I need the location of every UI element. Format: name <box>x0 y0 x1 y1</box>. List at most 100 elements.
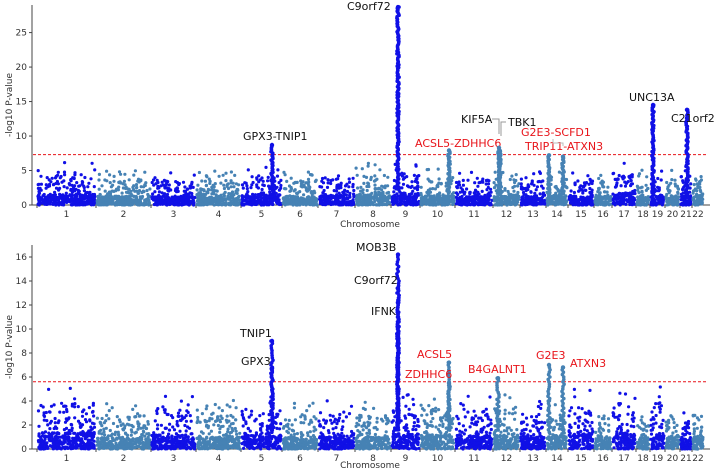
snp-point <box>46 196 50 201</box>
snp-point <box>62 199 67 203</box>
snp-point <box>298 197 302 201</box>
snp-point <box>80 414 85 418</box>
snp-point <box>53 421 57 425</box>
snp-point <box>201 188 205 192</box>
snp-point <box>530 179 534 183</box>
snp-point <box>399 191 403 195</box>
snp-point <box>228 203 232 207</box>
snp-point <box>123 183 127 187</box>
snp-point <box>667 189 672 193</box>
snp-point <box>296 191 300 195</box>
snp-point <box>201 198 205 202</box>
snp-point <box>62 170 67 174</box>
snp-point <box>83 437 87 441</box>
snp-point <box>122 203 126 207</box>
snp-point <box>325 185 330 189</box>
snp-point <box>197 170 201 175</box>
snp-point <box>184 201 189 205</box>
snp-point <box>637 191 641 195</box>
snp-point <box>484 182 488 186</box>
snp-point <box>600 197 604 201</box>
snp-point <box>47 387 51 391</box>
snp-point <box>439 181 443 186</box>
snp-point <box>314 178 318 182</box>
snp-point <box>323 176 327 180</box>
x-tick-label: 15 <box>575 210 586 220</box>
snp-point <box>432 203 436 207</box>
snp-point <box>687 195 691 199</box>
snp-point <box>552 195 556 199</box>
snp-point <box>193 195 197 200</box>
snp-point <box>86 185 90 189</box>
snp-point <box>660 197 664 201</box>
x-tick-label: 4 <box>216 210 222 220</box>
tbk1-connector <box>500 121 506 136</box>
gene-label: C9orf72 <box>347 0 391 13</box>
snp-point <box>82 189 86 193</box>
y-tick-label: 8 <box>21 349 27 359</box>
snp-point <box>359 189 364 193</box>
snp-point <box>542 200 547 204</box>
snp-point <box>541 186 545 190</box>
snp-point <box>68 386 72 390</box>
snp-point <box>62 195 66 199</box>
snp-point <box>90 161 94 165</box>
snp-point <box>373 163 377 167</box>
snp-point <box>676 190 680 194</box>
snp-point <box>617 191 621 195</box>
snp-point <box>89 177 93 181</box>
snp-point <box>56 170 60 174</box>
snp-point <box>601 185 605 189</box>
gene-label: ACSL5-ZDHHC6 <box>415 137 501 150</box>
snp-point <box>467 197 471 201</box>
snp-point <box>197 191 201 195</box>
snp-point <box>623 184 628 188</box>
snp-point <box>299 182 303 186</box>
snp-point <box>128 199 132 203</box>
snp-point <box>693 188 697 192</box>
snp-point <box>589 197 593 201</box>
snp-point <box>694 195 698 199</box>
snp-point <box>221 173 225 177</box>
snp-point <box>48 201 52 205</box>
snp-point <box>337 200 341 204</box>
snp-point <box>414 163 418 167</box>
snp-point <box>401 195 406 199</box>
snp-point <box>119 181 123 185</box>
snp-point <box>92 425 97 429</box>
snp-point <box>277 202 281 206</box>
gene-label: C21orf2 <box>671 112 715 125</box>
gene-label: UNC13A <box>629 91 675 104</box>
snp-point <box>183 185 187 189</box>
snp-point <box>108 173 112 177</box>
snp-point <box>673 194 678 199</box>
snp-point <box>532 172 536 176</box>
snp-point <box>79 195 83 199</box>
snp-point <box>476 184 480 188</box>
snp-point <box>571 171 575 175</box>
snp-point <box>76 405 80 409</box>
snp-point <box>112 179 116 183</box>
snp-point <box>656 185 660 189</box>
snp-point <box>36 409 41 413</box>
snp-point <box>622 161 626 165</box>
snp-point <box>285 200 290 204</box>
snp-point <box>351 182 355 187</box>
snp-point <box>642 199 646 203</box>
snp-point <box>190 180 194 184</box>
snp-point <box>419 185 423 189</box>
snp-point <box>39 447 43 451</box>
snp-point <box>156 201 160 205</box>
snp-point <box>509 195 513 199</box>
y-tick-label: 2 <box>21 421 27 431</box>
snp-point <box>635 202 640 206</box>
snp-point <box>175 199 180 203</box>
snp-point <box>81 201 86 205</box>
snp-point <box>123 172 127 176</box>
snp-point <box>496 196 500 200</box>
x-tick-label: 20 <box>667 210 679 220</box>
snp-point <box>225 197 229 201</box>
snp-point <box>134 186 139 190</box>
snp-point <box>170 201 174 205</box>
snp-point <box>284 187 288 191</box>
